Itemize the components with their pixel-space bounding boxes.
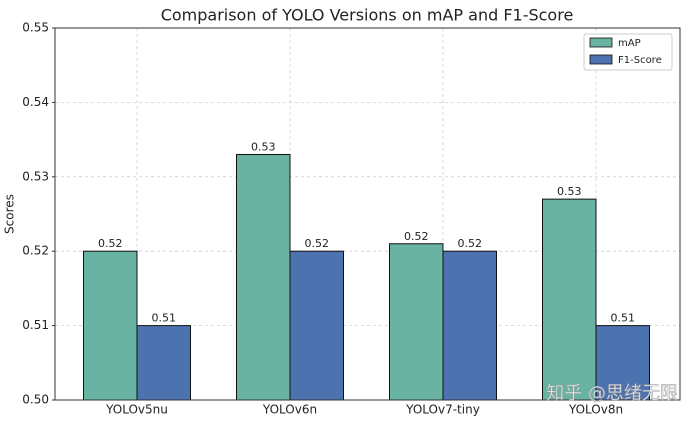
plot-frame (54, 27, 681, 401)
y-tick-label: 0.50 (22, 393, 49, 407)
x-tick-label: YOLOv8n (568, 403, 623, 417)
value-label: 0.52 (404, 230, 429, 243)
bar (236, 153, 291, 401)
bar (289, 250, 344, 401)
chart-title: Comparison of YOLO Versions on mAP and F… (161, 6, 574, 25)
bar (542, 198, 597, 401)
legend-label: mAP (618, 38, 641, 49)
value-label: 0.52 (305, 237, 330, 250)
y-tick-label: 0.52 (22, 244, 49, 258)
bar (595, 325, 650, 401)
legend-swatch (589, 54, 613, 65)
y-tick-label: 0.54 (22, 95, 49, 109)
bar (136, 325, 191, 401)
bar (83, 250, 138, 401)
value-label: 0.51 (611, 312, 636, 325)
legend-label: F1-Score (618, 55, 662, 66)
y-tick-label: 0.51 (22, 318, 49, 332)
y-axis-label: Scores (3, 194, 17, 234)
watermark: 知乎 @思绪无限 (546, 383, 678, 404)
bar (389, 243, 444, 401)
value-label: 0.53 (557, 185, 582, 198)
value-label: 0.51 (152, 312, 177, 325)
value-label: 0.53 (251, 140, 276, 153)
x-tick-label: YOLOv6n (262, 403, 317, 417)
y-tick-label: 0.55 (22, 21, 49, 35)
bar (442, 250, 497, 401)
x-tick-label: YOLOv7-tiny (405, 403, 480, 417)
y-tick-label: 0.53 (22, 169, 49, 183)
legend-swatch (589, 37, 613, 48)
value-label: 0.52 (458, 237, 483, 250)
x-tick-label: YOLOv5nu (105, 403, 168, 417)
value-label: 0.52 (98, 237, 123, 250)
